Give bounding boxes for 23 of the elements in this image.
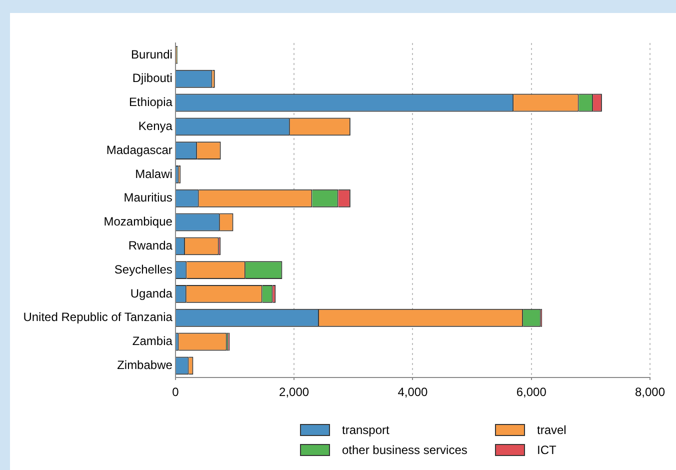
y-tick-label: Mozambique [104, 214, 173, 229]
x-tick-label: 6,000 [516, 385, 547, 400]
y-tick-label: Zambia [132, 334, 173, 348]
y-tick-label: Madagascar [106, 142, 172, 157]
legend-label: other business services [342, 443, 468, 457]
y-tick-label: Djibouti [132, 71, 172, 86]
x-tick-label: 0 [172, 385, 180, 400]
y-tick-label: Malawi [135, 166, 172, 181]
x-tick-label: 4,000 [398, 385, 428, 400]
legend-label: travel [537, 423, 566, 437]
y-tick-label: Uganda [130, 286, 173, 300]
y-tick-label: Ethiopia [129, 95, 173, 110]
legend-label: ICT [537, 443, 556, 457]
y-tick-label: Zimbabwe [117, 358, 173, 372]
y-tick-label: Burundi [131, 47, 172, 62]
y-tick-label: Seychelles [114, 262, 172, 276]
y-tick-label: Rwanda [128, 238, 173, 252]
y-tick-label: Kenya [138, 118, 173, 133]
y-tick-label: Mauritius [124, 190, 172, 205]
legend-label: transport [342, 423, 390, 437]
x-tick-label: 2,000 [279, 385, 310, 400]
y-tick-label: United Republic of Tanzania [23, 310, 173, 324]
x-tick-label: 8,000 [634, 385, 666, 400]
